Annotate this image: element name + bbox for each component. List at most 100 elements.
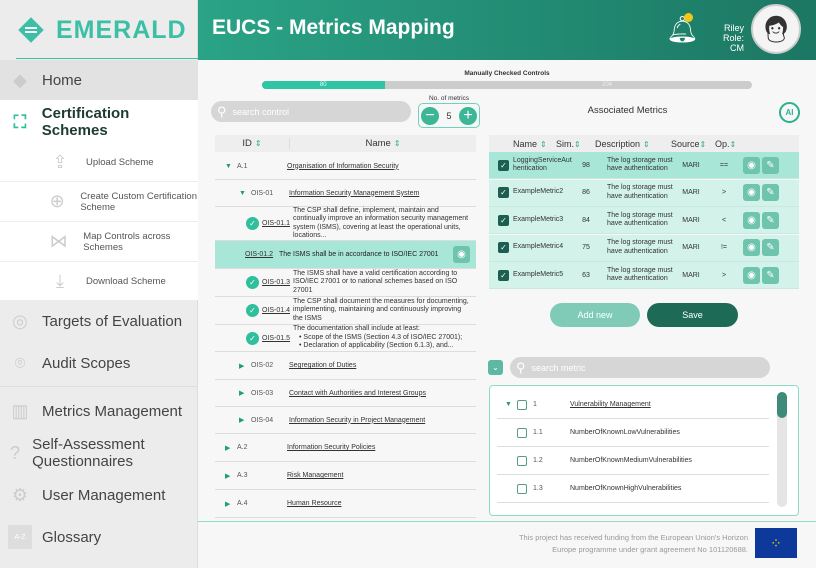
eye-icon[interactable]: ◉ [453, 246, 470, 263]
metric-tree-row[interactable]: ▼ 1 Vulnerability Management [497, 391, 769, 419]
caret-down-icon[interactable]: ▼ [225, 162, 232, 170]
control-row[interactable]: ✓ OIS-01.3 The ISMS shall have a valid cer… [215, 269, 476, 297]
control-name[interactable]: Organisation of Information Security [287, 162, 399, 170]
sidebar-subitem-upload[interactable]: ⇪ Upload Scheme [0, 144, 198, 182]
control-row[interactable]: OIS-01.2 The ISMS shall be in accordance … [215, 241, 476, 269]
label: Audit Scopes [42, 354, 131, 372]
checkbox-checked-icon[interactable]: ✓ [498, 269, 509, 281]
eye-icon[interactable]: ◉ [743, 184, 760, 201]
increment-button[interactable]: + [458, 106, 477, 125]
sidebar-item-home[interactable]: ◆ Home [0, 60, 198, 100]
metric-row[interactable]: ✓ ExampleMetric3 84 The log storage must… [489, 207, 799, 234]
checkbox[interactable] [517, 427, 527, 438]
checkbox[interactable] [517, 483, 527, 494]
sidebar-item-metrics[interactable]: ▥ Metrics Management [0, 392, 182, 430]
metric-tree-row[interactable]: 1.3 NumberOfKnownHighVulnerabilities [497, 475, 769, 503]
sidebar-subitem-map[interactable]: ⋈ Map Controls across Schemes [0, 222, 198, 262]
eye-icon[interactable]: ◉ [743, 266, 760, 284]
caret-right-icon[interactable]: ▶ [239, 390, 245, 397]
control-row[interactable]: ▼ A.1 Organisation of Information Security [215, 153, 476, 180]
control-id[interactable]: OIS-01.4 [262, 307, 291, 314]
add-new-button[interactable]: Add new [550, 303, 640, 327]
caret-right-icon[interactable]: ▶ [225, 500, 231, 508]
pencil-icon[interactable]: ✎ [762, 211, 779, 229]
control-id[interactable]: OIS-01.3 [262, 279, 291, 286]
caret-down-icon[interactable]: ▼ [505, 401, 512, 408]
sidebar-item-targets[interactable]: ◎ Targets of Evaluation [0, 302, 182, 340]
control-description: The documentation shall include at least… [293, 325, 476, 351]
pencil-icon[interactable]: ✎ [762, 156, 779, 174]
caret-right-icon[interactable]: ▶ [225, 444, 231, 452]
pencil-icon[interactable]: ✎ [762, 239, 779, 256]
avatar[interactable]: 👩︎ [751, 4, 801, 54]
col-name[interactable]: Name ⇕ [489, 139, 556, 149]
control-row[interactable]: ✓ OIS-01.5 The documentation shall include… [215, 325, 476, 352]
col-sim[interactable]: Sim.⇕ [556, 139, 587, 149]
control-name[interactable]: Risk Management [287, 472, 344, 479]
metric-tree-row[interactable]: 1.1 NumberOfKnownLowVulnerabilities [497, 419, 769, 447]
sidebar-item-glossary[interactable]: A-Z Glossary [0, 518, 101, 556]
bell-icon[interactable]: 🔔︎ [666, 14, 700, 44]
col-op[interactable]: Op.⇕ [715, 139, 745, 149]
caret-down-icon[interactable]: ▼ [239, 189, 246, 197]
decrement-button[interactable]: − [421, 106, 439, 125]
ai-suggest-icon[interactable]: AI [779, 102, 800, 123]
metric-tree-name[interactable]: Vulnerability Management [570, 401, 651, 408]
control-row[interactable]: ▼ OIS-01 Information Security Management S… [215, 180, 476, 207]
sidebar-item-audit-scopes[interactable]: ⌾ Audit Scopes [0, 343, 131, 383]
metric-row[interactable]: ✓ ExampleMetric5 63 The log storage must… [489, 262, 799, 289]
checkbox-checked-icon[interactable]: ✓ [498, 159, 509, 171]
sidebar-item-certification-schemes[interactable]: ⛶ Certification Schemes [0, 100, 198, 144]
control-row[interactable]: ▶ A.3 Risk Management [215, 462, 476, 490]
eye-icon[interactable]: ◉ [743, 239, 760, 256]
sidebar-subitem-download[interactable]: ⤓ Download Scheme [0, 262, 198, 300]
control-row[interactable]: ▶ A.4 Human Resource [215, 490, 476, 518]
eye-icon[interactable]: ◉ [743, 211, 760, 229]
col-description[interactable]: Description ⇕ [587, 139, 671, 149]
control-row[interactable]: ▶ A.2 Information Security Policies [215, 434, 476, 462]
col-id[interactable]: ID ⇕ [215, 138, 290, 149]
pencil-icon[interactable]: ✎ [762, 266, 779, 284]
metric-row[interactable]: ✓ ExampleMetric4 75 The log storage must… [489, 234, 799, 262]
scrollbar-thumb[interactable] [777, 392, 787, 418]
metric-row[interactable]: ✓ ExampleMetric2 86 The log storage must… [489, 179, 799, 207]
eye-icon[interactable]: ◉ [743, 156, 760, 174]
control-name[interactable]: Segregation of Duties [289, 362, 357, 369]
metric-row[interactable]: ✓ LoggingServiceAuthentication 98 The lo… [489, 152, 799, 179]
sidebar-item-self-assessment[interactable]: ? Self-Assessment Questionnaires [0, 434, 160, 472]
control-row[interactable]: ▶ OIS-02 Segregation of Duties [215, 352, 476, 380]
control-row[interactable]: ▶ OIS-04 Information Security in Project M… [215, 407, 476, 434]
checkbox-checked-icon[interactable]: ✓ [498, 187, 509, 198]
search-control-input[interactable]: ⚲ search control [211, 101, 411, 122]
checkbox[interactable] [517, 455, 527, 466]
sidebar-item-user-management[interactable]: ⚙ User Management [0, 476, 165, 514]
caret-right-icon[interactable]: ▶ [239, 362, 245, 370]
checkbox-checked-icon[interactable]: ✓ [498, 214, 509, 226]
control-id[interactable]: OIS-01.5 [262, 334, 291, 342]
pencil-icon[interactable]: ✎ [762, 184, 779, 201]
checkbox-checked-icon[interactable]: ✓ [498, 242, 509, 253]
chevron-down-icon[interactable]: ⌄ [488, 360, 503, 375]
caret-right-icon[interactable]: ▶ [239, 417, 245, 424]
logo[interactable]: EMERALD [0, 0, 198, 60]
save-button[interactable]: Save [647, 303, 738, 327]
control-row[interactable]: ▶ OIS-03 Contact with Authorities and Inte… [215, 380, 476, 407]
control-row[interactable]: ✓ OIS-01.1 The CSP shall define, implement… [215, 207, 476, 241]
col-name[interactable]: Name ⇕ [290, 138, 476, 149]
metric-tree-row[interactable]: 1.2 NumberOfKnownMediumVulnerabilities [497, 447, 769, 475]
scrollbar-track[interactable] [777, 392, 787, 507]
caret-right-icon[interactable]: ▶ [225, 472, 231, 480]
control-name[interactable]: Information Security in Project Manageme… [289, 416, 426, 424]
col-source[interactable]: Source⇕ [671, 139, 715, 149]
control-id[interactable]: OIS-01.1 [262, 220, 291, 227]
control-name[interactable]: Information Security Policies [287, 444, 376, 451]
metric-id: 1.2 [533, 457, 543, 464]
control-name[interactable]: Contact with Authorities and Interest Gr… [289, 389, 426, 397]
control-name[interactable]: Human Resource [287, 500, 342, 507]
control-id[interactable]: OIS-01.2 [245, 251, 274, 258]
control-name[interactable]: Information Security Management System [289, 189, 420, 197]
sidebar-subitem-create[interactable]: ⊕ Create Custom Certification Scheme [0, 182, 198, 222]
checkbox[interactable] [517, 399, 527, 410]
control-row[interactable]: ✓ OIS-01.4 The CSP shall document the meas… [215, 297, 476, 325]
search-metric-input[interactable]: ⚲ search metric [510, 357, 770, 378]
